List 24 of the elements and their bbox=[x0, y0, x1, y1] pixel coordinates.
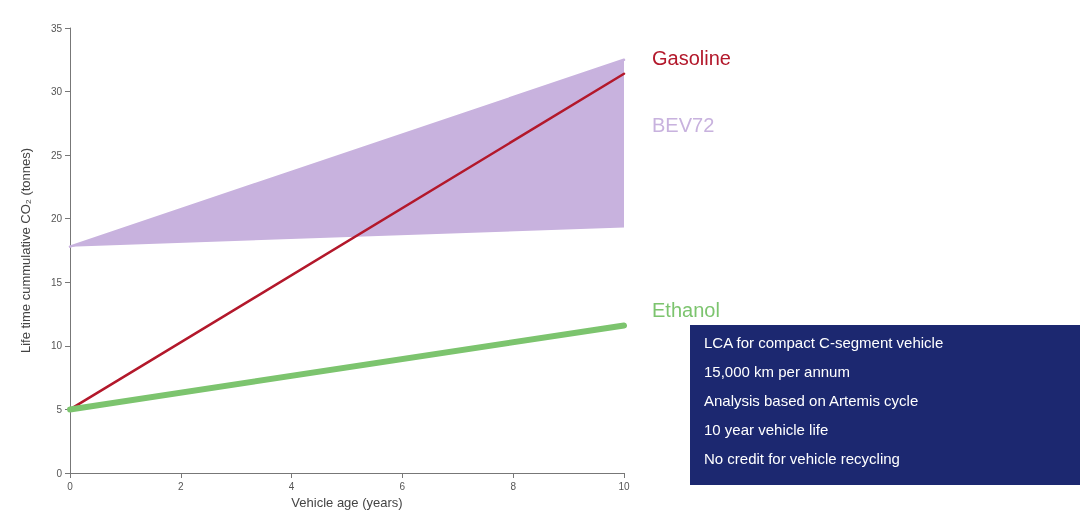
text: No credit for vehicle recycling bbox=[704, 450, 900, 467]
y-tick-label: 5 bbox=[56, 403, 63, 415]
series-label: Gasoline bbox=[652, 46, 731, 69]
x-tick-label: 2 bbox=[178, 480, 185, 492]
y-tick-label: 15 bbox=[50, 276, 63, 288]
y-tick-label: 0 bbox=[56, 467, 63, 479]
y-tick-label: 35 bbox=[50, 22, 63, 34]
y-tick-label: 20 bbox=[50, 213, 63, 225]
series-label: Ethanol bbox=[652, 298, 720, 321]
y-tick-label: 25 bbox=[50, 149, 63, 161]
text: Analysis based on Artemis cycle bbox=[704, 392, 919, 409]
x-axis-title: Vehicle age (years) bbox=[291, 494, 403, 510]
text: LCA for compact C-segment vehicle bbox=[704, 334, 944, 351]
x-tick-label: 0 bbox=[67, 480, 74, 492]
text: BEV72 bbox=[652, 113, 715, 136]
y-tick-label: 30 bbox=[50, 86, 63, 98]
y-tick-label: 10 bbox=[50, 340, 63, 352]
x-tick-label: 6 bbox=[399, 480, 406, 492]
text: 15,000 km per annum bbox=[704, 363, 850, 380]
x-tick-label: 4 bbox=[288, 480, 295, 492]
y-axis-title: Life time cummulative CO₂ (tonnes) bbox=[18, 147, 33, 354]
x-tick-label: 8 bbox=[510, 480, 517, 492]
x-tick-label: 10 bbox=[618, 480, 630, 492]
text: 10 year vehicle life bbox=[704, 421, 829, 438]
